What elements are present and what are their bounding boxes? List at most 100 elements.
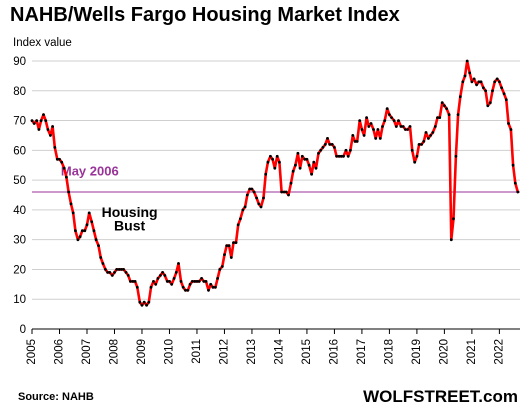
- data-point: [179, 280, 183, 283]
- data-point: [227, 244, 231, 248]
- data-point: [234, 241, 238, 245]
- data-point: [491, 89, 494, 93]
- data-point: [317, 151, 320, 155]
- data-point: [378, 137, 382, 140]
- data-point: [42, 113, 45, 116]
- data-point: [333, 146, 336, 149]
- data-point: [500, 86, 503, 90]
- data-point: [284, 190, 288, 194]
- data-point: [504, 98, 508, 102]
- data-point: [181, 285, 185, 289]
- data-point: [145, 303, 149, 307]
- data-point: [298, 166, 302, 170]
- data-point: [458, 95, 462, 99]
- data-point: [296, 151, 300, 155]
- data-point: [509, 128, 513, 131]
- data-point: [51, 125, 54, 128]
- data-point: [190, 280, 194, 283]
- data-point: [138, 300, 142, 304]
- data-point: [475, 83, 478, 87]
- data-point: [456, 113, 460, 116]
- data-point: [30, 119, 34, 122]
- data-point: [172, 277, 176, 280]
- x-tick-label-2018: 2018: [383, 339, 395, 365]
- data-point: [92, 229, 96, 233]
- data-point: [115, 268, 119, 271]
- data-point: [342, 154, 345, 158]
- x-tick-label-2008: 2008: [108, 339, 120, 365]
- data-point: [493, 80, 497, 84]
- data-point: [401, 125, 405, 128]
- data-point: [113, 271, 116, 274]
- marker-group: [30, 59, 520, 307]
- data-point: [300, 154, 304, 158]
- data-point: [427, 137, 430, 140]
- x-tick-label-2012: 2012: [218, 339, 230, 365]
- data-point: [243, 205, 247, 209]
- y-tick-label-30: 30: [13, 235, 26, 247]
- data-point: [58, 157, 61, 161]
- data-point: [360, 128, 364, 131]
- x-tick-label-2010: 2010: [163, 339, 175, 365]
- data-point: [133, 280, 137, 283]
- data-point: [445, 107, 448, 110]
- data-point: [78, 235, 82, 239]
- data-point: [326, 137, 329, 140]
- data-point: [417, 143, 421, 146]
- data-point: [280, 190, 283, 194]
- data-point: [486, 104, 490, 108]
- x-tick-label-2021: 2021: [466, 339, 478, 365]
- y-tick-label-50: 50: [13, 175, 26, 187]
- data-point: [488, 101, 492, 105]
- data-point: [399, 125, 403, 128]
- data-point: [94, 238, 98, 242]
- data-point: [101, 262, 105, 265]
- data-point: [433, 125, 437, 128]
- data-point: [372, 128, 375, 131]
- data-point: [108, 271, 112, 274]
- data-point: [424, 131, 428, 134]
- y-tick-label-60: 60: [13, 145, 26, 157]
- data-point: [337, 154, 341, 158]
- data-point: [484, 89, 487, 93]
- data-point: [305, 157, 309, 161]
- x-tick-label-2014: 2014: [273, 338, 285, 364]
- data-point: [502, 92, 506, 96]
- data-point: [239, 217, 242, 221]
- data-point: [282, 190, 286, 194]
- data-point: [236, 223, 240, 227]
- data-point: [120, 268, 123, 271]
- data-point: [353, 140, 357, 143]
- data-point: [415, 154, 419, 158]
- x-tick-label-2013: 2013: [246, 339, 258, 365]
- grid: [32, 60, 520, 300]
- annotation-0: Housing: [102, 204, 158, 220]
- data-point: [49, 134, 52, 137]
- data-point: [273, 166, 277, 170]
- data-point: [498, 80, 501, 84]
- data-point: [394, 125, 398, 128]
- data-point: [390, 116, 393, 119]
- data-point: [76, 238, 80, 242]
- data-point: [149, 285, 153, 289]
- data-point: [339, 154, 343, 158]
- data-point: [355, 140, 359, 143]
- data-point: [344, 148, 348, 152]
- data-point: [214, 285, 217, 289]
- data-point: [275, 154, 279, 158]
- data-point: [39, 119, 43, 122]
- data-point: [35, 119, 39, 122]
- data-point: [218, 268, 222, 271]
- data-point: [365, 116, 368, 119]
- data-point: [46, 128, 50, 131]
- data-point: [106, 271, 109, 274]
- data-point: [323, 143, 327, 146]
- data-point: [129, 280, 132, 283]
- data-point: [376, 128, 380, 131]
- y-tick-label-70: 70: [13, 116, 26, 128]
- data-point: [410, 148, 414, 152]
- data-point: [351, 134, 355, 137]
- data-point: [392, 119, 396, 122]
- data-point: [266, 160, 270, 164]
